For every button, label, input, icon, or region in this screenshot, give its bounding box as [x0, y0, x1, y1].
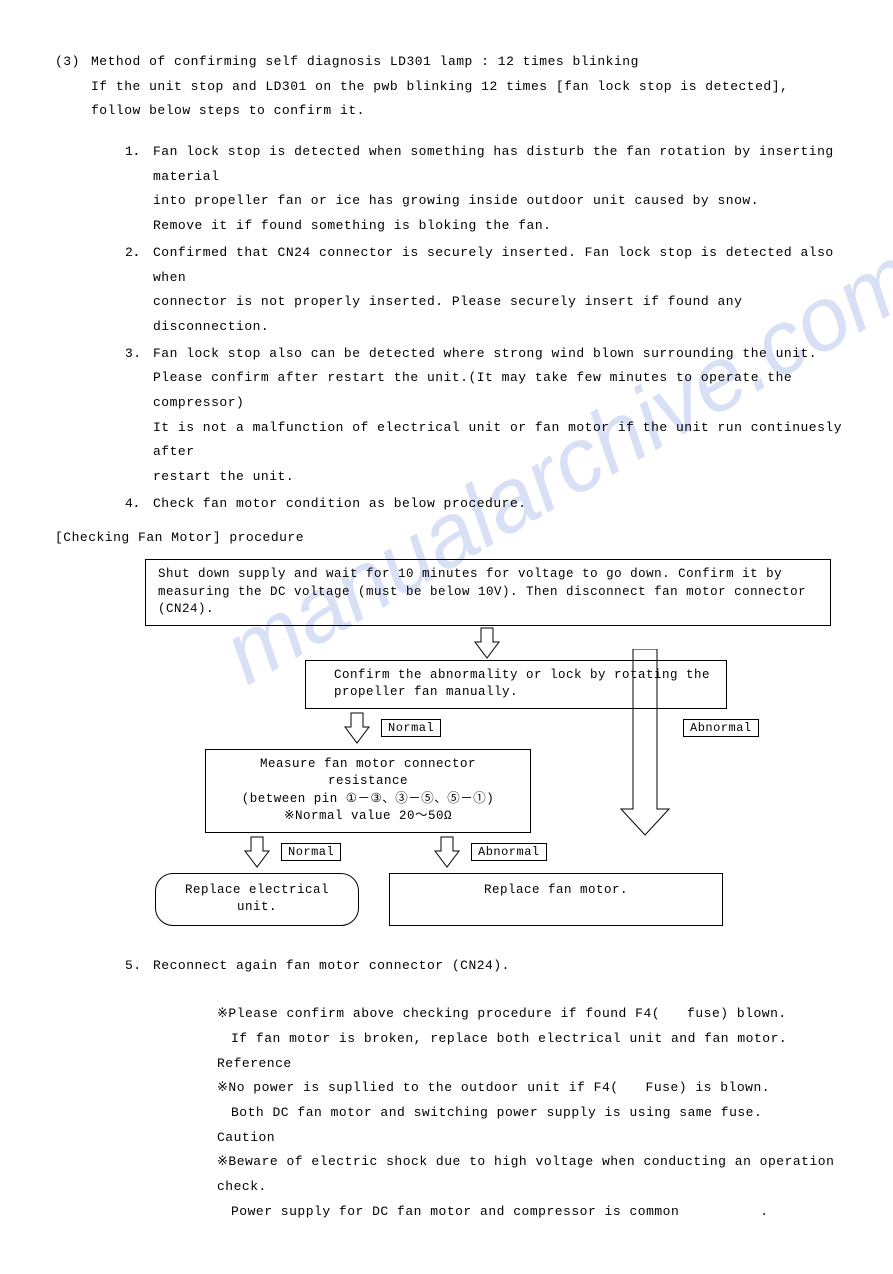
note-heading: Caution: [217, 1126, 843, 1151]
step-num: 4．: [125, 492, 153, 517]
section-title: Method of confirming self diagnosis LD30…: [91, 50, 843, 75]
section-header: (3) Method of confirming self diagnosis …: [55, 50, 843, 124]
step-5: 5. Reconnect again fan motor connector (…: [125, 954, 843, 979]
label-normal-2: Normal: [281, 843, 341, 862]
step-text: Fan lock stop also can be detected where…: [153, 342, 843, 367]
flow-box-measure: Measure fan motor connector resistance (…: [205, 749, 531, 833]
note-line: ※Please confirm above checking procedure…: [217, 1002, 843, 1027]
step-1: 1． Fan lock stop is detected when someth…: [125, 140, 843, 239]
note-line: Power supply for DC fan motor and compre…: [217, 1200, 843, 1225]
step-num: 3.: [125, 342, 153, 490]
step-text: Check fan motor condition as below proce…: [153, 492, 843, 517]
flow-text: Replace fan motor.: [484, 883, 628, 897]
step-text: It is not a malfunction of electrical un…: [153, 416, 843, 465]
step-num: 2．: [125, 241, 153, 340]
step-3: 3. Fan lock stop also can be detected wh…: [125, 342, 843, 490]
flow-text: (between pin ①－③、③－⑤、⑤－①): [218, 791, 518, 809]
long-arrow-icon: [615, 649, 675, 839]
step-num: 1．: [125, 140, 153, 239]
step-text: into propeller fan or ice has growing in…: [153, 189, 843, 214]
step-text: Remove it if found something is bloking …: [153, 214, 843, 239]
flow-box-shutdown: Shut down supply and wait for 10 minutes…: [145, 559, 831, 626]
label-abnormal: Abnormal: [683, 719, 759, 738]
section-number: (3): [55, 50, 91, 124]
flowchart: Shut down supply and wait for 10 minutes…: [135, 559, 835, 926]
arrow-down-icon: [135, 626, 835, 660]
note-line: Both DC fan motor and switching power su…: [217, 1101, 843, 1126]
step-text: Confirmed that CN24 connector is securel…: [153, 241, 843, 290]
step-2: 2． Confirmed that CN24 connector is secu…: [125, 241, 843, 340]
step-num: 5.: [125, 954, 153, 979]
flow-text: Measure fan motor connector resistance: [218, 756, 518, 791]
page-content: (3) Method of confirming self diagnosis …: [55, 50, 843, 1224]
flow-text: ※Normal value 20～50Ω: [218, 808, 518, 826]
note-heading: Reference: [217, 1052, 843, 1077]
label-abnormal-2: Abnormal: [471, 843, 547, 862]
notes-block: ※Please confirm above checking procedure…: [119, 1002, 843, 1224]
flow-box-replace-unit: Replace electrical unit.: [155, 873, 359, 926]
note-line: ※No power is supllied to the outdoor uni…: [217, 1076, 843, 1101]
section-intro: If the unit stop and LD301 on the pwb bl…: [91, 75, 843, 124]
flow-text: Shut down supply and wait for 10 minutes…: [158, 567, 806, 616]
step-text: restart the unit.: [153, 465, 843, 490]
step-text: Reconnect again fan motor connector (CN2…: [153, 954, 843, 979]
step-text: connector is not properly inserted. Plea…: [153, 290, 843, 339]
flow-box-replace-motor: Replace fan motor.: [389, 873, 723, 926]
flow-text: Replace electrical unit.: [185, 883, 329, 915]
note-line: If fan motor is broken, replace both ele…: [217, 1027, 843, 1052]
step-text: Fan lock stop is detected when something…: [153, 140, 843, 189]
step-4: 4． Check fan motor condition as below pr…: [125, 492, 843, 517]
label-normal: Normal: [381, 719, 441, 738]
note-line: ※Beware of electric shock due to high vo…: [217, 1150, 843, 1199]
step-text: Please confirm after restart the unit.(I…: [153, 366, 843, 415]
procedure-heading: [Checking Fan Motor] procedure: [55, 526, 843, 551]
